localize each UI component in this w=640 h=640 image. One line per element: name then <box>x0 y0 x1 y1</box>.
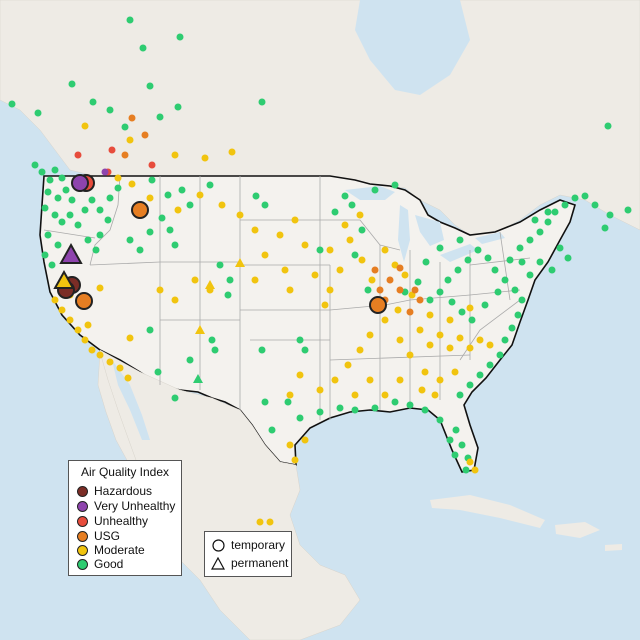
legend-item-hazardous: Hazardous <box>77 484 152 498</box>
circle-icon <box>211 538 225 552</box>
circle-icon <box>77 558 88 570</box>
aqi-legend: Air Quality Index Hazardous Very Unhealt… <box>68 460 182 576</box>
hudson-bay <box>355 0 470 95</box>
legend-label: Good <box>94 557 124 571</box>
legend-item-good: Good <box>77 557 123 571</box>
circle-icon <box>77 515 88 527</box>
circle-icon <box>77 544 88 556</box>
legend-item-usg: USG <box>77 529 120 543</box>
gulf-of-california <box>112 360 150 440</box>
legend-item-temporary: temporary <box>211 537 285 553</box>
triangle-icon <box>211 556 225 570</box>
legend-label: Very Unhealthy <box>94 499 176 513</box>
legend-label: temporary <box>231 538 286 552</box>
good-markers <box>8 16 632 474</box>
very-unhealthy-markers <box>101 168 109 176</box>
legend-title: Air Quality Index <box>80 465 170 479</box>
legend-label: Unhealthy <box>94 514 149 528</box>
puerto-rico-land <box>605 544 622 551</box>
large-permanent-markers <box>53 242 83 289</box>
legend-label: USG <box>94 529 121 543</box>
legend-label: permanent <box>231 556 289 570</box>
cuba-land <box>430 495 545 528</box>
circle-icon <box>77 530 88 542</box>
circle-icon <box>77 485 88 497</box>
great-lakes <box>345 186 505 262</box>
legend-item-permanent: permanent <box>211 555 288 571</box>
legend-item-moderate: Moderate <box>77 543 145 557</box>
legend-item-unhealthy: Unhealthy <box>77 514 148 528</box>
monitor-type-legend: temporary permanent <box>204 531 292 577</box>
hispaniola-land <box>555 522 600 538</box>
circle-icon <box>77 500 88 512</box>
permanent-markers-small <box>193 258 245 383</box>
moderate-markers <box>51 122 494 526</box>
canada-land <box>0 0 640 236</box>
large-temporary-markers <box>57 174 387 314</box>
usg-markers <box>121 114 424 316</box>
legend-label: Hazardous <box>94 484 153 498</box>
legend-label: Moderate <box>94 543 145 557</box>
legend-item-very-unhealthy: Very Unhealthy <box>77 499 175 513</box>
